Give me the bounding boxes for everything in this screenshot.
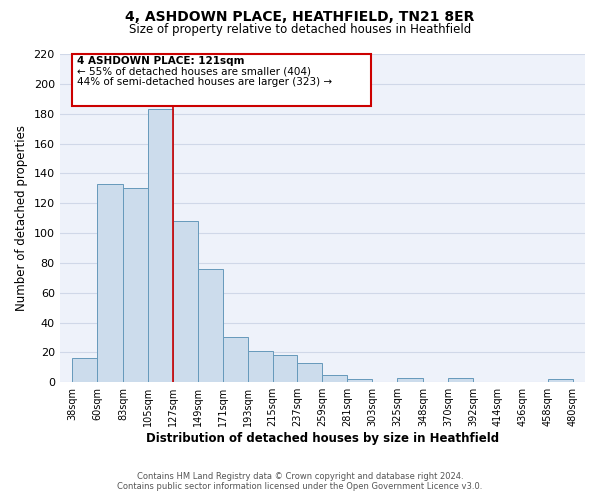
X-axis label: Distribution of detached houses by size in Heathfield: Distribution of detached houses by size … — [146, 432, 499, 445]
Text: 4, ASHDOWN PLACE, HEATHFIELD, TN21 8ER: 4, ASHDOWN PLACE, HEATHFIELD, TN21 8ER — [125, 10, 475, 24]
Text: 44% of semi-detached houses are larger (323) →: 44% of semi-detached houses are larger (… — [77, 77, 332, 87]
Text: Contains public sector information licensed under the Open Government Licence v3: Contains public sector information licen… — [118, 482, 482, 491]
Text: 4 ASHDOWN PLACE: 121sqm: 4 ASHDOWN PLACE: 121sqm — [77, 56, 245, 66]
Bar — [548, 379, 572, 382]
Text: Size of property relative to detached houses in Heathfield: Size of property relative to detached ho… — [129, 22, 471, 36]
Bar — [123, 188, 148, 382]
Bar — [97, 184, 123, 382]
Text: ← 55% of detached houses are smaller (404): ← 55% of detached houses are smaller (40… — [77, 66, 311, 76]
FancyBboxPatch shape — [72, 54, 371, 106]
Bar — [272, 356, 298, 382]
Text: Contains HM Land Registry data © Crown copyright and database right 2024.: Contains HM Land Registry data © Crown c… — [137, 472, 463, 481]
Bar — [322, 374, 347, 382]
Bar — [198, 269, 223, 382]
Bar — [248, 351, 272, 382]
Bar — [173, 221, 198, 382]
Bar — [72, 358, 97, 382]
Bar — [298, 363, 322, 382]
Bar — [397, 378, 423, 382]
Bar — [148, 109, 173, 382]
Bar — [347, 379, 372, 382]
Bar — [448, 378, 473, 382]
Y-axis label: Number of detached properties: Number of detached properties — [15, 125, 28, 311]
Bar — [223, 338, 248, 382]
